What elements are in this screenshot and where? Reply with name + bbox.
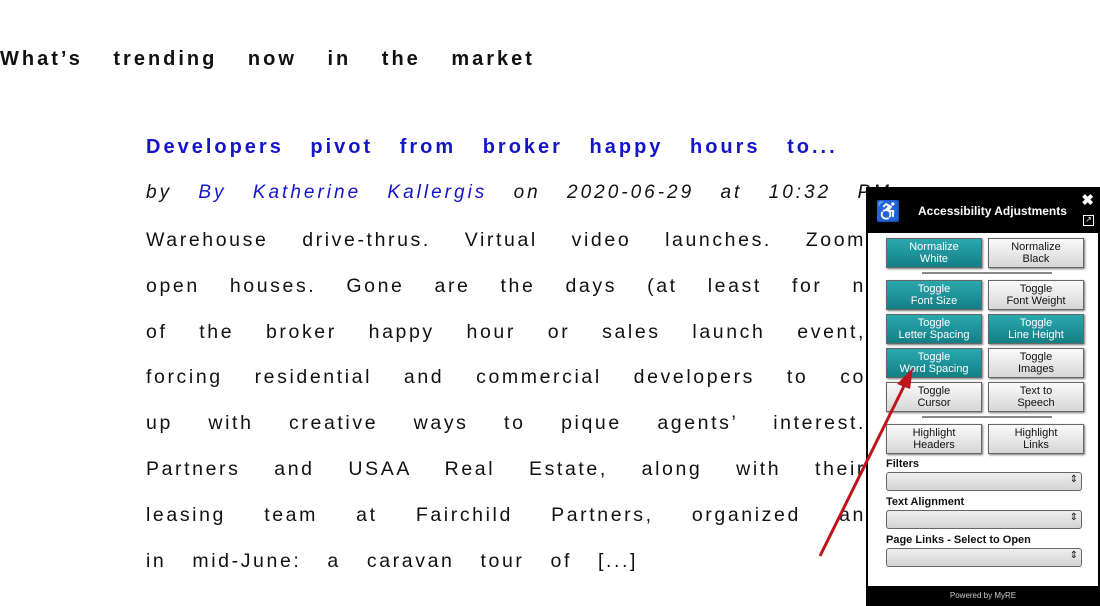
button-grid: Normalize White Normalize Black Toggle Font S… bbox=[868, 233, 1098, 454]
button-line-2: Letter Spacing bbox=[898, 329, 970, 341]
button-line-1: Toggle bbox=[1019, 283, 1053, 295]
on-label: on bbox=[513, 182, 541, 203]
toggle-letter-spacing-button[interactable]: Toggle Letter Spacing bbox=[886, 314, 982, 344]
highlight-headers-button[interactable]: Highlight Headers bbox=[886, 424, 982, 454]
toggle-font-size-button[interactable]: Toggle Font Size bbox=[886, 280, 982, 310]
excerpt-line: up with creative ways to pique agents’ i… bbox=[146, 412, 866, 435]
button-row: Toggle Word Spacing Toggle Images bbox=[886, 348, 1098, 378]
button-line-2: Links bbox=[1023, 439, 1049, 451]
accessibility-panel: ♿ Accessibility Adjustments ✖ ↗ Normaliz… bbox=[866, 187, 1100, 606]
button-line-1: Highlight bbox=[1014, 427, 1058, 439]
button-line-2: Font Weight bbox=[1006, 295, 1066, 307]
normalize-black-button[interactable]: Normalize Black bbox=[988, 238, 1084, 268]
article-title-link[interactable]: Developers pivot from broker happy hours… bbox=[146, 136, 838, 158]
button-line-2: Images bbox=[1017, 363, 1055, 375]
highlight-links-button[interactable]: Highlight Links bbox=[988, 424, 1084, 454]
button-line-2: Font Size bbox=[910, 295, 958, 307]
button-line-1: Toggle bbox=[917, 385, 951, 397]
filters-label: Filters bbox=[886, 458, 920, 470]
button-line-1: Toggle bbox=[1019, 317, 1053, 329]
popout-icon[interactable]: ↗ bbox=[1083, 215, 1094, 226]
button-line-2: Word Spacing bbox=[899, 363, 969, 375]
button-line-2: Speech bbox=[1017, 397, 1055, 409]
button-line-2: White bbox=[919, 253, 949, 265]
excerpt-line: leasing team at Fairchild Partners, orga… bbox=[146, 503, 866, 526]
article-date: 2020-06-29 bbox=[567, 182, 695, 203]
section-heading: What’s trending now in the market bbox=[0, 48, 535, 70]
select-arrows-icon: ⇕ bbox=[1069, 512, 1078, 523]
divider bbox=[922, 416, 1052, 418]
page-links-label: Page Links - Select to Open bbox=[886, 534, 1031, 546]
excerpt-line: Partners and USAA Real Estate, along wit… bbox=[146, 457, 866, 480]
author-link[interactable]: By Katherine Kallergis bbox=[198, 182, 488, 203]
toggle-line-height-button[interactable]: Toggle Line Height bbox=[988, 314, 1084, 344]
at-label: at bbox=[720, 182, 743, 203]
text-alignment-label: Text Alignment bbox=[886, 496, 965, 508]
button-line-1: Highlight bbox=[912, 427, 956, 439]
button-row: Toggle Cursor Text to Speech bbox=[886, 382, 1098, 412]
button-line-2: Black bbox=[1022, 253, 1050, 265]
toggle-images-button[interactable]: Toggle Images bbox=[988, 348, 1084, 378]
button-line-1: Toggle bbox=[917, 317, 951, 329]
article-time: 10:32 PM bbox=[768, 182, 892, 203]
panel-footer: Powered by MyRE bbox=[868, 586, 1098, 606]
toggle-cursor-button[interactable]: Toggle Cursor bbox=[886, 382, 982, 412]
select-arrows-icon: ⇕ bbox=[1069, 474, 1078, 485]
button-line-1: Toggle bbox=[917, 351, 951, 363]
button-row: Toggle Font Size Toggle Font Weight bbox=[886, 280, 1098, 310]
select-arrows-icon: ⇕ bbox=[1069, 550, 1078, 561]
button-row: Highlight Headers Highlight Links bbox=[886, 424, 1098, 454]
excerpt-line: of the broker happy hour or sales launch… bbox=[146, 320, 866, 343]
close-icon[interactable]: ✖ bbox=[1081, 192, 1094, 209]
filters-select[interactable]: ⇕ bbox=[886, 472, 1082, 491]
divider bbox=[922, 272, 1052, 274]
toggle-font-weight-button[interactable]: Toggle Font Weight bbox=[988, 280, 1084, 310]
article-byline: by By Katherine Kallergis on 2020-06-29 … bbox=[146, 182, 892, 204]
by-label: by bbox=[146, 182, 173, 203]
button-row: Toggle Letter Spacing Toggle Line Height bbox=[886, 314, 1098, 344]
button-line-1: Normalize bbox=[909, 241, 959, 253]
button-line-1: Text to bbox=[1019, 385, 1053, 397]
button-row: Normalize White Normalize Black bbox=[886, 238, 1098, 268]
button-line-2: Headers bbox=[913, 439, 955, 451]
button-line-1: Toggle bbox=[1019, 351, 1053, 363]
text-to-speech-button[interactable]: Text to Speech bbox=[988, 382, 1084, 412]
text-alignment-select[interactable]: ⇕ bbox=[886, 510, 1082, 529]
article-excerpt: Warehouse drive-thrus. Virtual video lau… bbox=[146, 226, 866, 592]
button-line-1: Normalize bbox=[1011, 241, 1061, 253]
excerpt-line: forcing residential and commercial devel… bbox=[146, 366, 866, 389]
wheelchair-icon: ♿ bbox=[875, 200, 901, 223]
normalize-white-button[interactable]: Normalize White bbox=[886, 238, 982, 268]
button-line-2: Line Height bbox=[1008, 329, 1064, 341]
excerpt-line: open houses. Gone are the days (at least… bbox=[146, 274, 866, 297]
button-line-2: Cursor bbox=[917, 397, 951, 409]
button-line-1: Toggle bbox=[917, 283, 951, 295]
excerpt-line: Warehouse drive-thrus. Virtual video lau… bbox=[146, 229, 866, 251]
excerpt-line: in mid-June: a caravan tour of [...] bbox=[146, 549, 639, 572]
toggle-word-spacing-button[interactable]: Toggle Word Spacing bbox=[886, 348, 982, 378]
panel-header: ♿ Accessibility Adjustments ✖ ↗ bbox=[868, 189, 1098, 233]
page-links-select[interactable]: ⇕ bbox=[886, 548, 1082, 567]
panel-title: Accessibility Adjustments bbox=[918, 204, 1067, 218]
